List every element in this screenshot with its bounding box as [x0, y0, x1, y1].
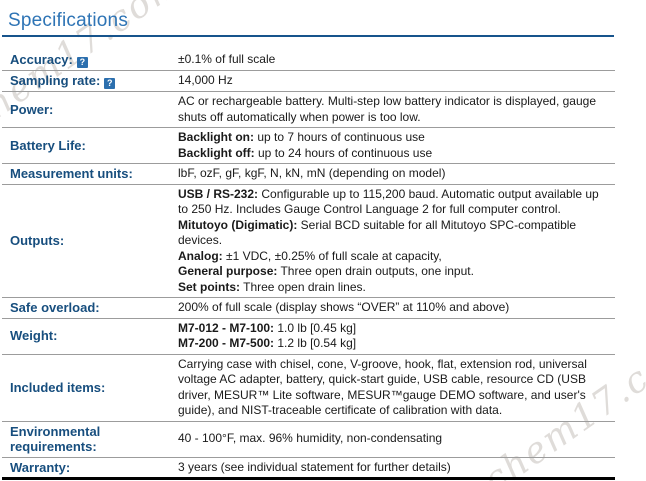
spec-label-text: Environmental requirements: [10, 423, 101, 455]
spec-row: Power: AC or rechargeable battery. Multi-… [2, 92, 615, 128]
spec-value-line: M7-200 - M7-500: 1.2 lb [0.54 kg] [178, 336, 357, 350]
spec-value-line: 14,000 Hz [178, 73, 233, 88]
spec-value-line: ±0.1% of full scale [178, 52, 276, 67]
help-icon[interactable]: ? [76, 57, 88, 68]
specifications-table: Accuracy:? ±0.1% of full scale Sampling ra… [2, 50, 615, 480]
spec-label: Weight: [2, 318, 176, 354]
spec-label: Measurement units: [2, 164, 176, 185]
spec-label-text: Sampling rate: [10, 73, 101, 88]
spec-row: Included items: Carrying case with chisel… [2, 354, 615, 421]
spec-row: Weight: M7-012 - M7-100: 1.0 lb [0.45 kg]… [2, 318, 615, 354]
page-title: Specifications [8, 10, 129, 31]
spec-value-line: Backlight on: up to 7 hours of continuou… [178, 130, 425, 144]
spec-label: Environmental requirements: [2, 421, 176, 457]
spec-value: Carrying case with chisel, cone, V-groov… [176, 354, 615, 421]
spec-row: Safe overload: 200% of full scale (displa… [2, 298, 615, 319]
spec-value: lbF, ozF, gF, kgF, N, kN, mN (depending … [176, 164, 615, 185]
spec-value-line: 40 - 100°F, max. 96% humidity, non-conde… [178, 431, 443, 446]
spec-label: Power: [2, 92, 176, 128]
spec-value-line: M7-012 - M7-100: 1.0 lb [0.45 kg] [178, 320, 357, 335]
spec-label: Included items: [2, 354, 176, 421]
spec-label: Accuracy:? [2, 50, 176, 71]
spec-value: 40 - 100°F, max. 96% humidity, non-conde… [176, 421, 615, 457]
spec-value-line: lbF, ozF, gF, kgF, N, kN, mN (depending … [178, 166, 446, 180]
spec-row: Environmental requirements: 40 - 100°F, m… [2, 421, 615, 457]
help-icon[interactable]: ? [104, 78, 116, 89]
spec-value-line: Analog: ±1 VDC, ±0.25% of full scale at … [178, 248, 442, 263]
spec-label: Outputs: [2, 184, 176, 298]
spec-value: 14,000 Hz [176, 71, 615, 92]
spec-value-line: Set points: Three open drain lines. [178, 279, 366, 294]
spec-value: AC or rechargeable battery. Multi-step l… [176, 92, 615, 128]
spec-label: Safe overload: [2, 298, 176, 319]
spec-value: 3 years (see individual statement for fu… [176, 457, 615, 479]
spec-row: Battery Life: Backlight on: up to 7 hours… [2, 128, 615, 164]
title-divider [2, 35, 614, 37]
spec-value: ±0.1% of full scale [176, 50, 615, 71]
spec-label-text: Accuracy: [10, 52, 73, 67]
spec-value: USB / RS-232: Configurable up to 115,200… [176, 184, 615, 298]
spec-row: Warranty: 3 years (see individual stateme… [2, 457, 615, 479]
spec-label-text: Included items: [10, 379, 106, 395]
spec-value-line: 200% of full scale (display shows “OVER”… [178, 300, 510, 314]
spec-label-text: Power: [10, 101, 54, 117]
spec-label: Battery Life: [2, 128, 176, 164]
spec-value-line: AC or rechargeable battery. Multi-step l… [178, 94, 596, 124]
spec-label-text: Weight: [10, 328, 58, 344]
spec-label-text: Warranty: [10, 459, 71, 475]
spec-value-line: Carrying case with chisel, cone, V-groov… [178, 356, 587, 418]
spec-label-text: Battery Life: [10, 137, 86, 153]
spec-label: Warranty: [2, 457, 176, 479]
spec-value-line: Mitutoyo (Digimatic): Serial BCD suitabl… [178, 217, 577, 248]
spec-row: Accuracy:? ±0.1% of full scale [2, 50, 615, 71]
spec-value-line: Backlight off: up to 24 hours of continu… [178, 145, 433, 160]
spec-value: 200% of full scale (display shows “OVER”… [176, 298, 615, 319]
spec-label-text: Measurement units: [10, 166, 133, 181]
spec-label-text: Safe overload: [10, 300, 100, 315]
spec-value-line: 3 years (see individual statement for fu… [178, 459, 451, 474]
spec-value: M7-012 - M7-100: 1.0 lb [0.45 kg] M7-200 … [176, 318, 615, 354]
spec-value: Backlight on: up to 7 hours of continuou… [176, 128, 615, 164]
spec-row: Measurement units: lbF, ozF, gF, kgF, N, … [2, 164, 615, 185]
spec-label: Sampling rate:? [2, 71, 176, 92]
spec-label-text: Outputs: [10, 233, 65, 248]
spec-row: Outputs: USB / RS-232: Configurable up to… [2, 184, 615, 298]
spec-row: Sampling rate:? 14,000 Hz [2, 71, 615, 92]
spec-value-line: USB / RS-232: Configurable up to 115,200… [178, 186, 599, 217]
spec-value-line: General purpose: Three open drain output… [178, 264, 474, 278]
